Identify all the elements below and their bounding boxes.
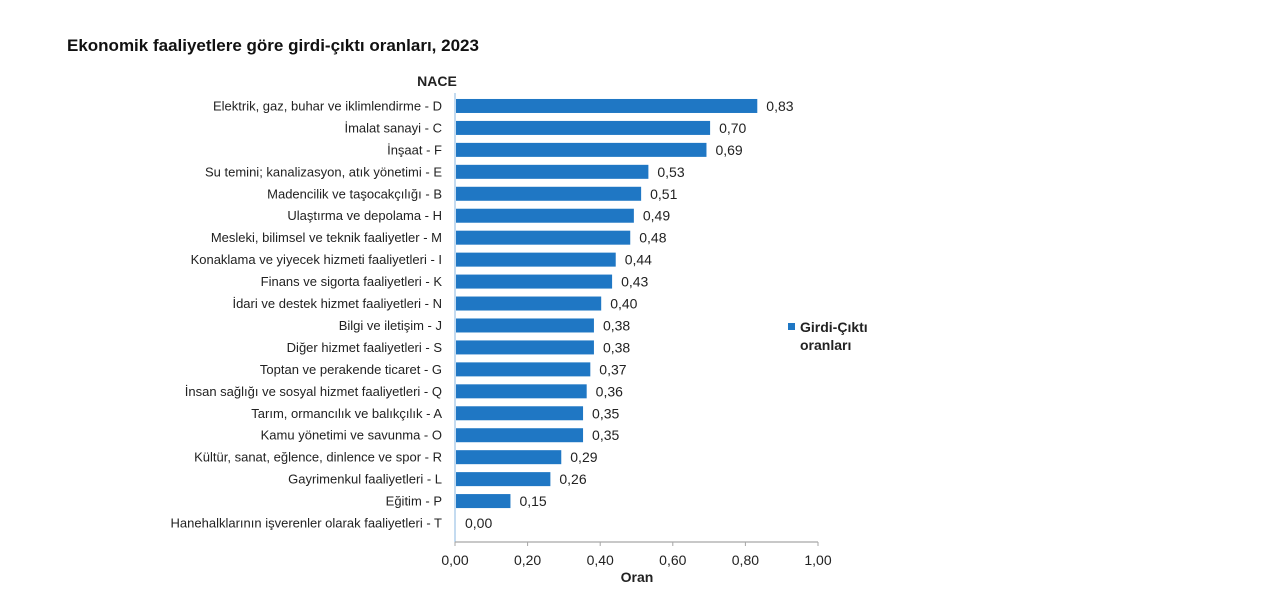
category-label: Kamu yönetimi ve savunma - O <box>261 428 442 443</box>
x-tick-label: 0,60 <box>659 552 686 568</box>
data-label: 0,38 <box>603 339 630 355</box>
category-label: Madencilik ve taşocakçılığı - B <box>267 186 442 201</box>
bar <box>456 428 584 443</box>
bar <box>456 450 562 465</box>
data-label: 0,49 <box>643 208 670 224</box>
category-label: İnsan sağlığı ve sosyal hizmet faaliyetl… <box>185 384 442 399</box>
category-label: Gayrimenkul faaliyetleri - L <box>288 472 442 487</box>
x-axis-title: Oran <box>621 569 654 585</box>
data-label: 0,26 <box>559 471 586 487</box>
category-label: Konaklama ve yiyecek hizmeti faaliyetler… <box>191 252 442 267</box>
legend-label-line-2: oranları <box>800 337 851 353</box>
data-label: 0,69 <box>715 142 742 158</box>
data-label: 0,15 <box>519 493 546 509</box>
category-label: Bilgi ve iletişim - J <box>339 318 442 333</box>
data-label: 0,29 <box>570 449 597 465</box>
y-axis-title: NACE <box>417 73 457 89</box>
category-label: Hanehalklarının işverenler olarak faaliy… <box>171 516 442 531</box>
category-label: Tarım, ormancılık ve balıkçılık - A <box>251 406 442 421</box>
category-label: İnşaat - F <box>387 142 442 157</box>
data-label: 0,38 <box>603 317 630 333</box>
x-axis: 0,00 0,20 0,40 0,60 0,80 1,00 <box>441 93 832 568</box>
data-label: 0,51 <box>650 186 677 202</box>
bar <box>456 120 711 135</box>
bar <box>456 98 758 113</box>
category-label: Eğitim - P <box>386 494 442 509</box>
bar <box>456 142 707 157</box>
x-tick-label: 0,00 <box>441 552 468 568</box>
category-label: Su temini; kanalizasyon, atık yönetimi -… <box>205 164 442 179</box>
legend: Girdi-Çıktı oranları <box>788 319 868 353</box>
category-label: Elektrik, gaz, buhar ve iklimlendirme - … <box>213 98 442 113</box>
bar <box>456 296 602 311</box>
x-tick-label: 0,40 <box>587 552 614 568</box>
data-label: 0,70 <box>719 120 746 136</box>
x-tick-label: 0,80 <box>732 552 759 568</box>
bar <box>456 340 594 355</box>
bars-layer: Elektrik, gaz, buhar ve iklimlendirme - … <box>171 98 794 531</box>
category-label: İmalat sanayi - C <box>344 120 442 135</box>
bar <box>456 384 587 399</box>
data-label: 0,44 <box>625 252 652 268</box>
chart-title: Ekonomik faaliyetlere göre girdi-çıktı o… <box>67 36 479 55</box>
bar <box>456 274 613 289</box>
bar <box>456 164 649 179</box>
legend-swatch <box>788 323 795 330</box>
x-tick-label: 1,00 <box>804 552 831 568</box>
bar <box>456 230 631 245</box>
x-tick-label: 0,20 <box>514 552 541 568</box>
bar <box>456 318 594 333</box>
category-label: İdari ve destek hizmet faaliyetleri - N <box>232 296 442 311</box>
bar <box>456 208 634 223</box>
bar <box>456 252 616 267</box>
data-label: 0,35 <box>592 405 619 421</box>
data-label: 0,43 <box>621 274 648 290</box>
bar <box>456 494 511 509</box>
legend-label-line-1: Girdi-Çıktı <box>800 319 868 335</box>
bar <box>456 472 551 487</box>
category-label: Kültür, sanat, eğlence, dinlence ve spor… <box>194 450 442 465</box>
category-label: Mesleki, bilimsel ve teknik faaliyetler … <box>211 230 442 245</box>
data-label: 0,48 <box>639 230 666 246</box>
data-label: 0,83 <box>766 98 793 114</box>
data-label: 0,53 <box>657 164 684 180</box>
data-label: 0,00 <box>465 515 492 531</box>
bar <box>456 186 642 201</box>
category-label: Finans ve sigorta faaliyetleri - K <box>261 274 443 289</box>
bar <box>456 406 584 421</box>
data-label: 0,40 <box>610 296 637 312</box>
category-label: Toptan ve perakende ticaret - G <box>260 362 442 377</box>
data-label: 0,35 <box>592 427 619 443</box>
data-label: 0,37 <box>599 361 626 377</box>
bar <box>456 362 591 377</box>
data-label: 0,36 <box>596 383 623 399</box>
category-label: Ulaştırma ve depolama - H <box>287 208 442 223</box>
category-label: Diğer hizmet faaliyetleri - S <box>287 340 443 355</box>
